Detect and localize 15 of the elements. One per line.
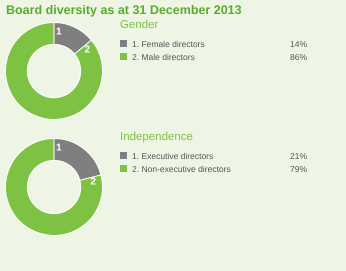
legend-label: 1. Executive directors — [132, 150, 214, 160]
chart-subtitle: Independence — [120, 131, 194, 143]
legend-label: 2. Non-executive directors — [132, 164, 232, 174]
data-label: 86% — [290, 52, 308, 62]
text: 1 — [56, 26, 62, 38]
data-label: 21% — [290, 150, 308, 160]
data-label: 79% — [290, 164, 308, 174]
legend-label: 2. Male directors — [132, 52, 196, 62]
chart-subtitle: Gender — [120, 19, 160, 31]
text: 2 — [84, 44, 90, 56]
chart-title: Board diversity as at 31 December 2013 — [5, 2, 243, 19]
text: 2 — [90, 176, 96, 188]
data-label: 14% — [290, 38, 308, 48]
text: 1 — [56, 142, 62, 154]
legend-label: 1. Female directors — [132, 38, 206, 48]
